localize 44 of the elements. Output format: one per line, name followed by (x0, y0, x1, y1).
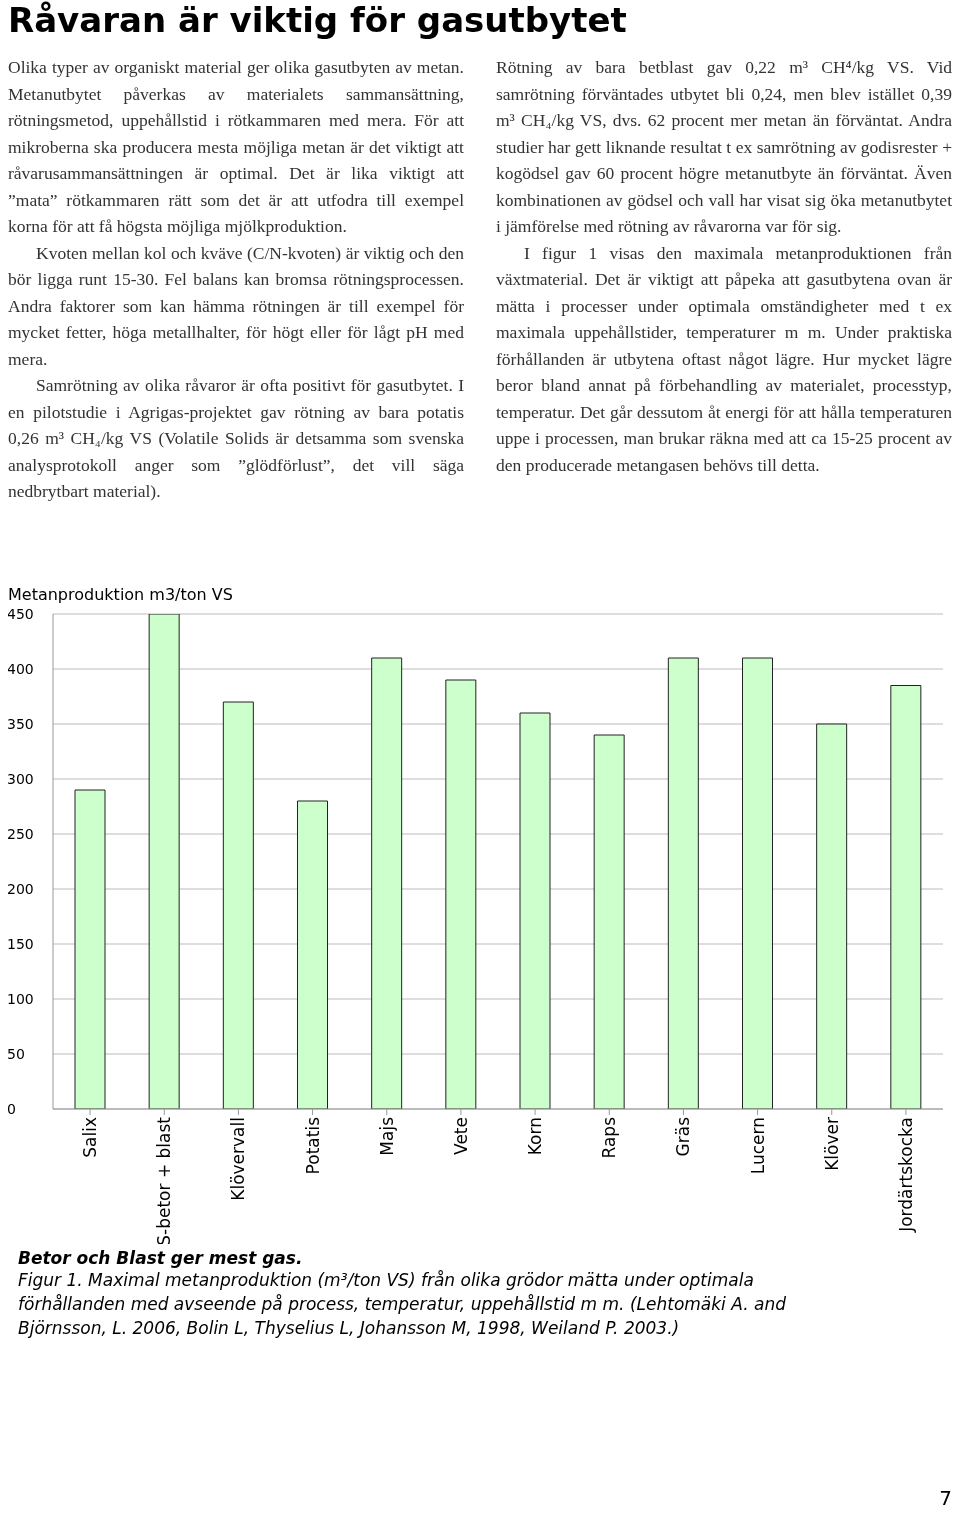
bar (667, 657, 699, 1109)
bar (297, 800, 328, 1109)
y-tick-label: 0 (7, 1100, 16, 1117)
y-tick-label: 200 (7, 880, 34, 897)
text: Rötning av bara betblast gav 0,22 m³ CH⁴/kg VS. Vid samrötning förväntades utbytet bli 0,24, men blev istället 0,39 m³ CH₄/kg VS, dvs. 62 procent mer metan än förväntat. Andra studier har gett liknande resultat t ex samrötning av godisrester + kogödsel gav 60 procent högre metanutbyte än förväntat. Även kombinationen av gödsel och vall har visat sig öka metanutbytet i jämförelse med rötning av råvarorna var för sig. (496, 56, 952, 238)
bar (148, 613, 180, 1109)
bar (816, 723, 848, 1109)
bar (593, 734, 625, 1109)
x-tick-label: Klöver (821, 1116, 842, 1171)
x-tick-label: Salix (80, 1116, 101, 1158)
x-tick-label: Klövervall (228, 1116, 249, 1201)
y-tick-label: 350 (7, 715, 34, 732)
bar (519, 712, 551, 1109)
y-tick-label: 300 (7, 770, 34, 787)
text: Kvoten mellan kol och kväve (C/N-kvoten) är viktig och den bör ligga runt 15-30. Fel balans kan bromsa rötningsprocessen. Andra faktorer som kan hämma rötningen är till exempel för mycket fetter, höga metallhalter, för högt eller för lågt pH med mera. (8, 241, 464, 371)
y-tick-label: 400 (7, 660, 34, 677)
y-tick-label: 100 (7, 990, 34, 1007)
x-tick-label: Potatis (302, 1116, 323, 1174)
x-tick-label: Vete (450, 1116, 471, 1155)
text: 7 (939, 1486, 952, 1510)
y-axis-title: Metanproduktion m3/ton VS (8, 584, 234, 604)
chart-title: Råvaran är viktig för gasutbytet (8, 0, 628, 40)
x-tick-label: Jordärtskocka (895, 1116, 916, 1233)
text: Betor och Blast ger mest gas. (18, 1247, 304, 1268)
text: Figur 1. Maximal metanproduktion (m³/ton VS) från olika grödor mätta under optimala förhållanden med avseende på process, temperatur, uppehållstid m m. (Lehtomäki A. and Björnsson, L. 2006, Bolin L, Thyselius L, Johansson M, 1998, Weiland P. 2003.) (18, 1268, 787, 1340)
bar (222, 701, 254, 1109)
y-tick-label: 250 (7, 825, 34, 842)
bar (890, 684, 922, 1109)
y-tick-label: 150 (7, 935, 34, 952)
x-tick-label: Majs (376, 1116, 397, 1156)
y-tick-label: 450 (7, 605, 34, 622)
x-tick-label: Gräs (673, 1116, 694, 1156)
text: Olika typer av organiskt material ger olika gasutbyten av metan. Metanutbytet påverkas av materialets sammansättning, rötningsmetod, uppehållstid i rötkammaren med mera. För att mikroberna ska producera mesta möjliga metan är det viktigt att råvarusammansättningen är optimal. Det är lika viktigt att ”mata” rötkammaren rätt som det är att utfodra till exempel korna för att få högsta möjliga mjölkproduktion. (8, 56, 464, 238)
text: I figur 1 visas den maximala metanproduktionen från växtmaterial. Det är viktigt att påpeka att gasutbytena ovan är mätta i processer under optimala omständigheter med t ex maximala uppehållstider, temperaturer m m. Under praktiska förhållanden är utbytena oftast något lägre. Hur mycket lägre beror bland annat på förbehandling av materialet, processtyp, temperatur. Det går dessutom åt energi för att hålla temperaturen uppe i processen, man brukar räkna med att ca 15-25 procent av den producerade metangasen behövs till detta. (496, 242, 952, 475)
x-tick-label: Korn (525, 1116, 546, 1155)
bar (371, 657, 403, 1109)
text: Samrötning av olika råvaror är ofta positivt för gasutbytet. I en pilotstudie i Agrigas-projektet gav rötning av bara potatis 0,26 m³ CH₄/kg VS (Volatile Solids är detsamma som svenska analysprotokoll anger som ”glödförlust”, det vill säga nedbrytbart material). (8, 374, 464, 503)
bar (445, 679, 477, 1109)
x-tick-label: Raps (599, 1116, 620, 1159)
x-tick-label: Lucern (747, 1116, 768, 1174)
bar (742, 657, 773, 1109)
y-tick-label: 50 (7, 1045, 25, 1062)
x-tick-label: S-betor + blast (154, 1116, 175, 1246)
bar (74, 789, 106, 1109)
